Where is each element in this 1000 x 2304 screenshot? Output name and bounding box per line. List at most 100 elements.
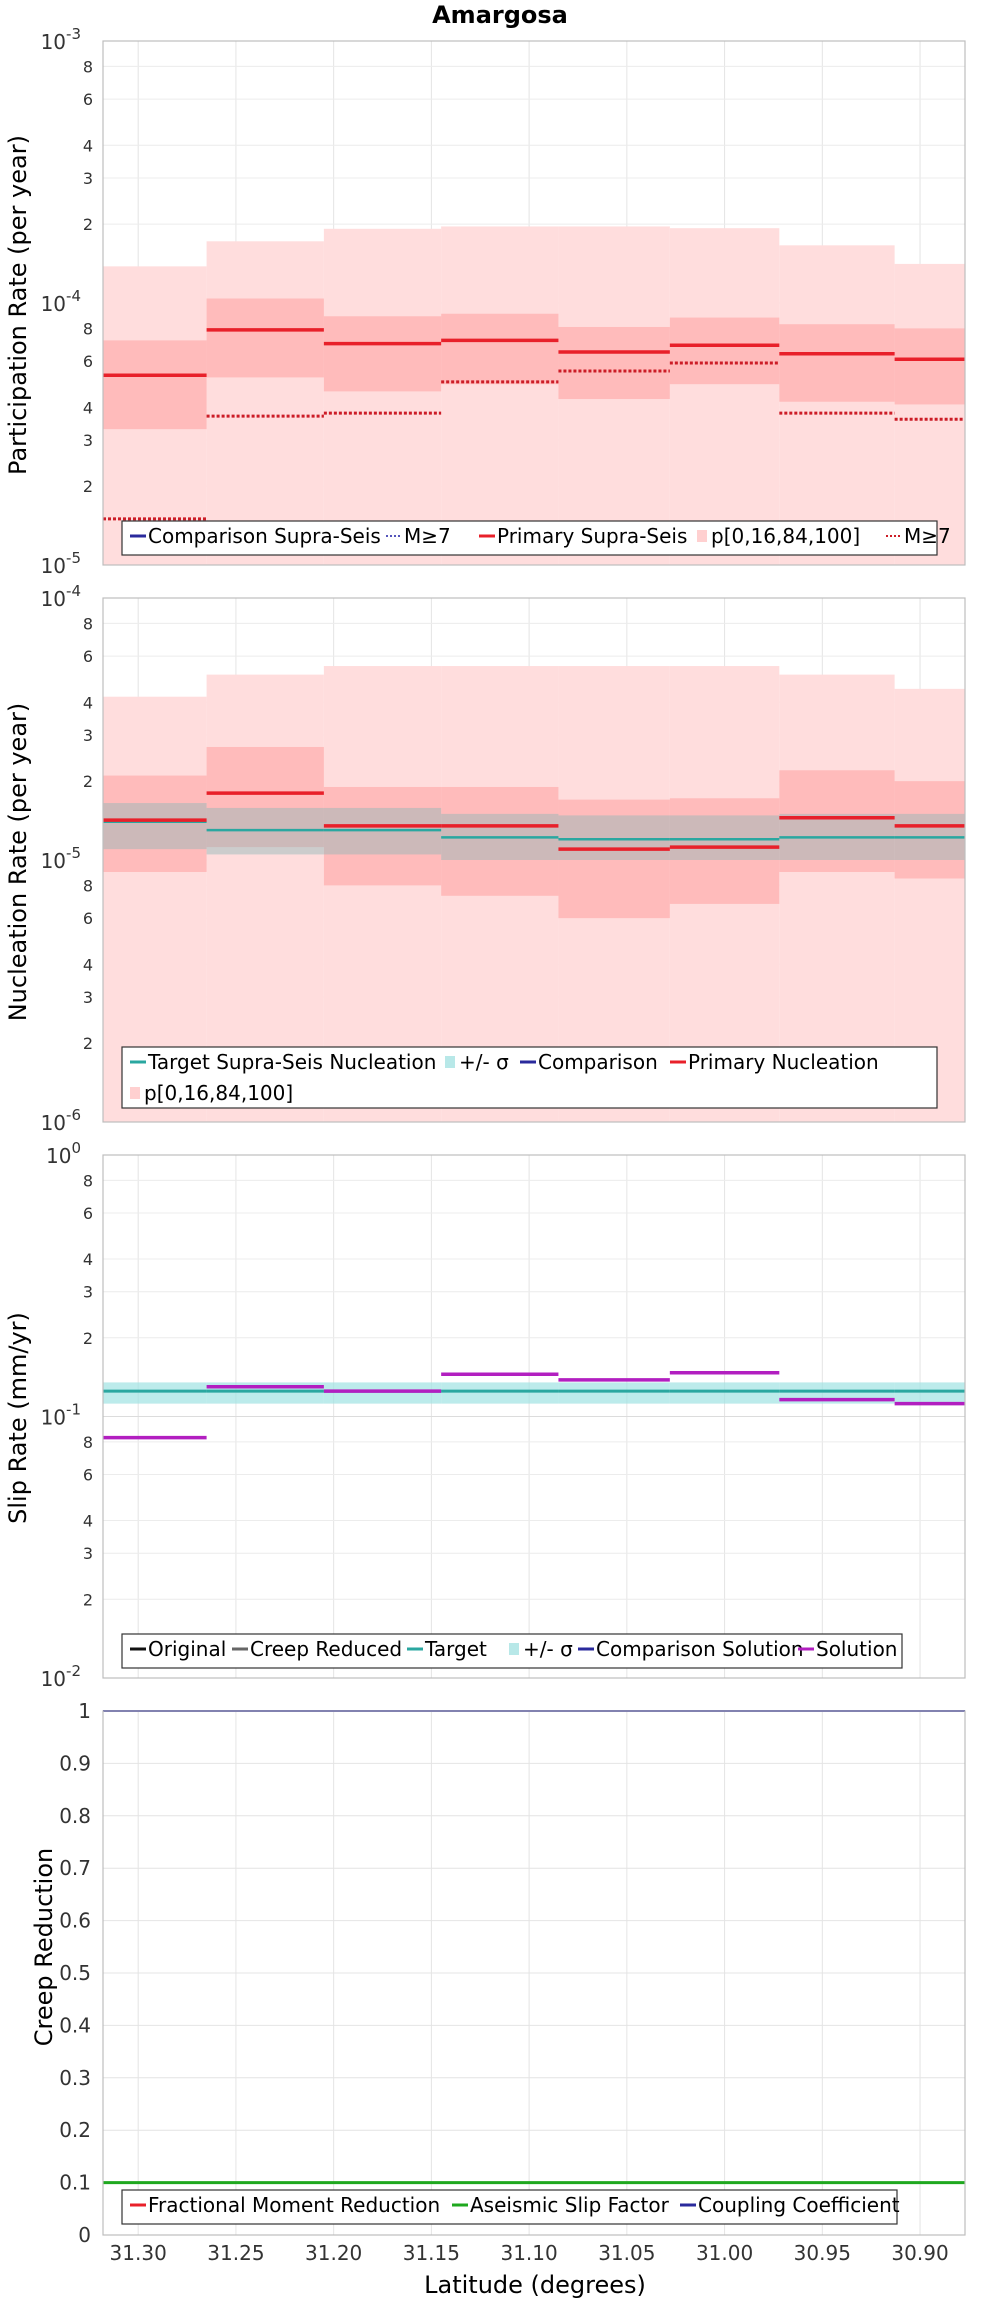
y-minor-tick-label: 2	[83, 477, 93, 496]
p0-100-band	[669, 228, 780, 565]
x-tick-label: 31.20	[305, 2241, 362, 2265]
slip-rate-panel: 2 3 4 6 8 2 3 4 6 8 10-2 10-1 100 Original Creep Reduc…	[41, 1139, 966, 1691]
y-major-tick-label: 10-2	[41, 1662, 81, 1691]
legend-entry-label: Target	[424, 1637, 487, 1661]
y-minor-tick-label: 2	[83, 215, 93, 234]
p16-84-band	[669, 798, 780, 904]
y-minor-tick-label: 4	[83, 1512, 93, 1531]
p16-84-band	[323, 316, 442, 392]
p0-100-band	[323, 228, 442, 565]
p0-100-band	[779, 245, 895, 566]
x-tick-label: 30.90	[891, 2241, 948, 2265]
legend-entry-label: Solution	[816, 1637, 897, 1661]
legend-entry-label: p[0,16,84,100]	[711, 524, 860, 548]
y-tick-label: 1	[78, 1699, 91, 1723]
p16-84-band	[103, 340, 207, 430]
y-minor-tick-label: 8	[83, 1171, 93, 1190]
y-major-tick-label: 10-4	[41, 287, 81, 316]
p16-84-band	[669, 317, 780, 385]
legend-entry-label: Target Supra-Seis Nucleation	[147, 1050, 436, 1074]
legend-entry-label: +/- σ	[523, 1637, 573, 1661]
target-sigma-band	[558, 815, 670, 860]
target-sigma-band	[441, 1382, 559, 1404]
y-minor-tick-label: 8	[83, 319, 93, 338]
y-minor-tick-label: 3	[83, 431, 93, 450]
nucleation-rate-panel: 2 3 4 6 8 2 3 4 6 8 10-6 10-5 10-4 Target Supra-Seis …	[41, 582, 966, 1135]
legend-entry-label: Comparison	[538, 1050, 658, 1074]
y-minor-tick-label: 3	[83, 726, 93, 745]
y-minor-tick-label: 4	[83, 398, 93, 417]
p16-84-band	[441, 786, 559, 896]
y-major-tick-label: 10-1	[41, 1401, 81, 1430]
legend: Original Creep Reduced Target +/- σ Comparis…	[121, 1633, 903, 1669]
legend-entry-label: p[0,16,84,100]	[144, 1081, 293, 1105]
target-sigma-band	[103, 803, 207, 850]
chart-title: Amargosa	[432, 1, 568, 29]
legend-entry-label: Aseismic Slip Factor	[470, 2193, 670, 2217]
legend-entry-label: +/- σ	[459, 1050, 509, 1074]
legend-box	[121, 2189, 898, 2225]
y-minor-tick-label: 3	[83, 1544, 93, 1563]
y-minor-tick-label: 8	[83, 614, 93, 633]
y-minor-tick-label: 3	[83, 169, 93, 188]
x-tick-label: 31.00	[696, 2241, 753, 2265]
p16-84-band	[894, 781, 965, 879]
participation-y-axis-label: Participation Rate (per year)	[4, 135, 32, 475]
plot-border	[102, 40, 966, 566]
legend-swatch	[445, 1056, 455, 1068]
plot-border	[102, 597, 966, 1123]
y-minor-tick-label: 3	[83, 1283, 93, 1302]
y-major-tick-label: 10-5	[41, 549, 81, 578]
y-tick-label: 0.9	[59, 1751, 91, 1775]
p0-100-band	[206, 241, 324, 565]
p16-84-band	[323, 786, 442, 886]
nucleation-y-axis-label: Nucleation Rate (per year)	[4, 703, 32, 1022]
x-tick-label: 31.05	[598, 2241, 655, 2265]
y-minor-tick-label: 6	[83, 909, 93, 928]
plot-border	[102, 1154, 966, 1679]
y-minor-tick-label: 2	[83, 772, 93, 791]
y-tick-label: 0.1	[59, 2171, 91, 2195]
y-minor-tick-label: 2	[83, 1034, 93, 1053]
legend-swatch	[509, 1643, 519, 1655]
y-minor-tick-label: 4	[83, 693, 93, 712]
y-tick-label: 0.7	[59, 1856, 91, 1880]
target-sigma-band	[669, 1382, 780, 1404]
y-minor-tick-label: 8	[83, 57, 93, 76]
legend: Comparison Supra-Seis M≥7 Primary Supra-Se…	[121, 520, 951, 556]
x-axis-tick-labels: 31.30 31.25 31.20 31.15 31.10 31.05 31.00 30.95…	[110, 2241, 949, 2265]
legend: Fractional Moment Reduction Aseismic Slip…	[121, 2189, 900, 2225]
target-sigma-band	[669, 815, 780, 860]
y-minor-tick-label: 6	[83, 90, 93, 109]
p16-84-band	[558, 326, 670, 400]
legend-box	[121, 1046, 938, 1109]
y-tick-label: 0.6	[59, 1909, 91, 1933]
legend-entry-label: Fractional Moment Reduction	[148, 2193, 440, 2217]
y-minor-tick-label: 4	[83, 136, 93, 155]
legend-swatch	[130, 1087, 140, 1099]
x-tick-label: 30.95	[794, 2241, 851, 2265]
target-sigma-band	[103, 1382, 207, 1404]
y-tick-label: 0.4	[59, 2013, 91, 2037]
p16-84-band	[441, 313, 559, 385]
slip-y-axis-label: Slip Rate (mm/yr)	[4, 1312, 32, 1524]
p0-100-band	[323, 666, 442, 1122]
p0-100-band	[441, 226, 559, 566]
x-tick-label: 31.30	[110, 2241, 167, 2265]
target-sigma-band	[558, 1382, 670, 1404]
p0-100-band	[894, 263, 965, 565]
legend-entry-label: Original	[148, 1637, 226, 1661]
y-minor-tick-label: 4	[83, 1250, 93, 1269]
legend-entry-label: Primary Supra-Seis	[497, 524, 687, 548]
x-axis-label: Latitude (degrees)	[424, 2271, 646, 2299]
legend-entry-label: M≥7	[404, 524, 451, 548]
p16-84-band	[779, 770, 895, 872]
p16-84-band	[206, 298, 324, 378]
y-major-tick-label: 10-5	[41, 844, 81, 873]
p16-84-band	[558, 799, 670, 919]
y-major-tick-label: 10-6	[41, 1106, 81, 1135]
y-minor-tick-label: 8	[83, 1433, 93, 1452]
target-sigma-band	[323, 1382, 442, 1404]
